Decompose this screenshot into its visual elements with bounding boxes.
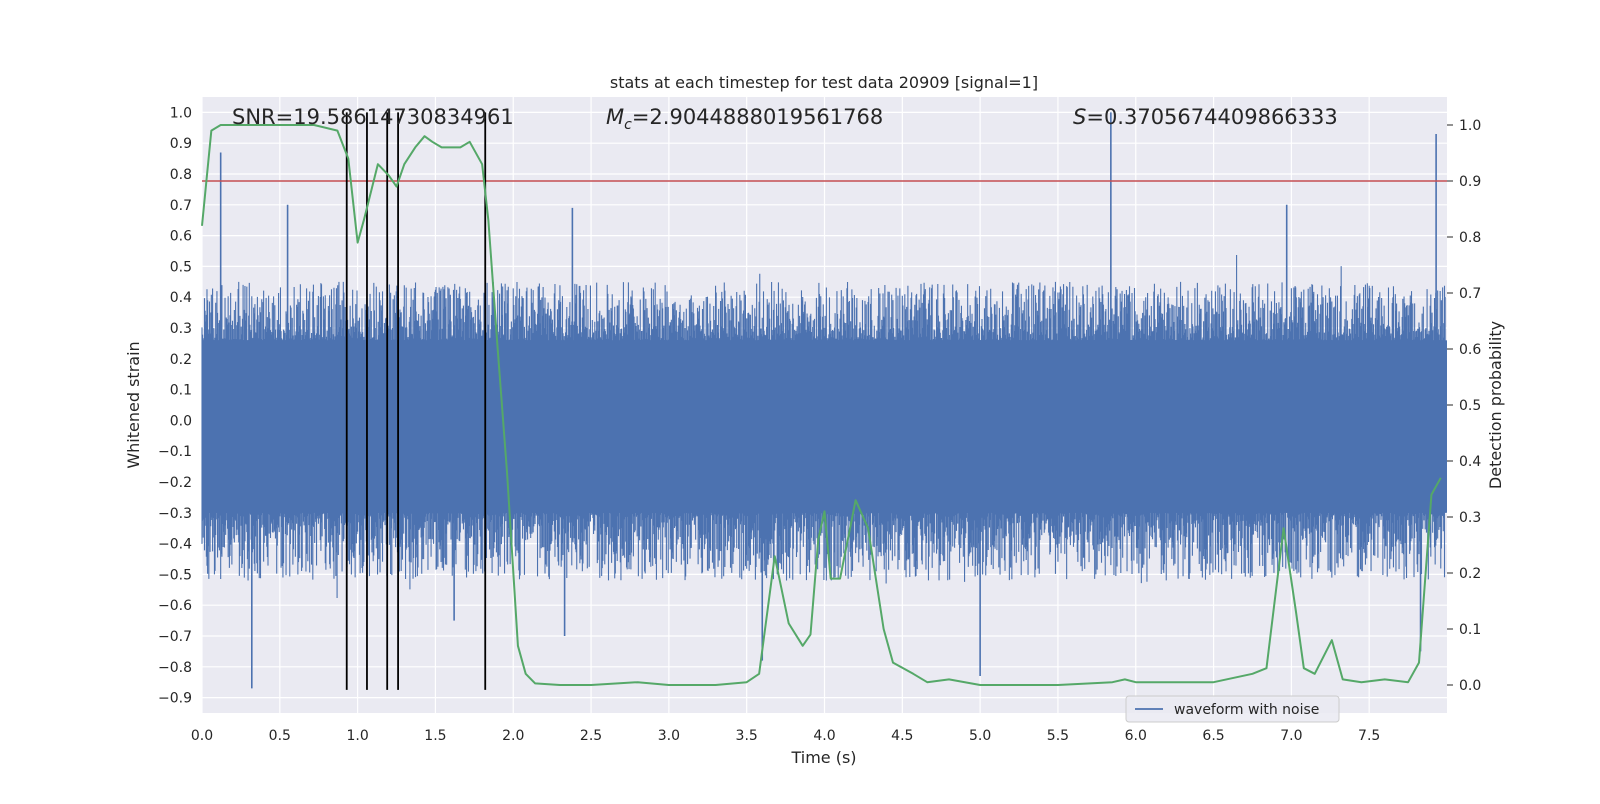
y-right-tick-labels: 1.0 0.9 0.8 0.7 0.6 0.5 0.4 0.3 0.2 0.1 0.0 bbox=[1447, 118, 1481, 694]
y-left-tick-label-12: −0.2 bbox=[158, 475, 192, 491]
y-left-tick-label-3: 0.7 bbox=[170, 198, 192, 214]
legend-box bbox=[1125, 695, 1340, 723]
y-left-tick-label-5: 0.5 bbox=[170, 259, 192, 275]
x-tick-label-7: 3.5 bbox=[736, 728, 758, 744]
waveform-core-band bbox=[202, 340, 1447, 513]
y-right-axis-label: Detection probability bbox=[1486, 321, 1505, 489]
x-tick-label-8: 4.0 bbox=[813, 728, 835, 744]
y-left-tick-label-18: −0.8 bbox=[158, 660, 192, 676]
y-left-tick-label-9: 0.1 bbox=[170, 383, 192, 399]
y-left-tick-label-7: 0.3 bbox=[170, 321, 192, 337]
y-right-tick-label-6: 0.4 bbox=[1459, 454, 1481, 470]
y-left-tick-label-11: −0.1 bbox=[158, 444, 192, 460]
y-left-tick-label-16: −0.6 bbox=[158, 598, 192, 614]
y-right-tick-label-9: 0.1 bbox=[1459, 622, 1481, 638]
x-tick-label-11: 5.5 bbox=[1047, 728, 1069, 744]
x-axis-label: Time (s) bbox=[790, 748, 856, 767]
legend-label-waveform: waveform with noise bbox=[1174, 702, 1319, 718]
y-left-tick-label-13: −0.3 bbox=[158, 506, 192, 522]
s-annotation: S=0.3705674409866333 bbox=[1073, 105, 1338, 129]
x-tick-label-14: 7.0 bbox=[1280, 728, 1302, 744]
s-value: =0.3705674409866333 bbox=[1086, 105, 1337, 129]
x-tick-label-3: 1.5 bbox=[424, 728, 446, 744]
x-tick-labels: 0.0 0.5 1.0 1.5 2.0 2.5 3.0 3.5 4.0 4.5 5.0 5.5 6.0 6… bbox=[191, 728, 1380, 744]
y-left-tick-label-19: −0.9 bbox=[158, 691, 192, 707]
series-detection-probability bbox=[201, 124, 1442, 686]
y-right-tick-label-2: 0.8 bbox=[1459, 230, 1481, 246]
y-right-tick-label-5: 0.5 bbox=[1459, 398, 1481, 414]
y-left-axis-label: Whitened strain bbox=[124, 341, 143, 468]
x-tick-label-15: 7.5 bbox=[1358, 728, 1380, 744]
series-waveform-with-noise bbox=[201, 112, 1447, 689]
y-left-tick-label-4: 0.6 bbox=[170, 229, 192, 245]
x-tick-label-2: 1.0 bbox=[346, 728, 368, 744]
y-left-tick-label-10: 0.0 bbox=[170, 413, 192, 429]
x-tick-label-9: 4.5 bbox=[891, 728, 913, 744]
y-left-tick-label-0: 1.0 bbox=[170, 105, 192, 121]
snr-annotation: SNR=19.58614730834961 bbox=[232, 105, 514, 129]
x-tick-label-4: 2.0 bbox=[502, 728, 524, 744]
chirp-mass-annotation: Mc=2.9044888019561768 bbox=[606, 105, 883, 133]
s-symbol: S bbox=[1073, 105, 1086, 129]
x-tick-label-1: 0.5 bbox=[269, 728, 291, 744]
y-left-tick-label-17: −0.7 bbox=[158, 629, 192, 645]
x-tick-label-13: 6.5 bbox=[1202, 728, 1224, 744]
probability-line bbox=[201, 124, 1442, 686]
y-right-tick-label-4: 0.6 bbox=[1459, 342, 1481, 358]
x-tick-label-6: 3.0 bbox=[658, 728, 680, 744]
y-left-tick-label-1: 0.9 bbox=[170, 136, 192, 152]
y-right-tick-label-3: 0.7 bbox=[1459, 286, 1481, 302]
y-left-tick-label-2: 0.8 bbox=[170, 167, 192, 183]
chart-title: stats at each timestep for test data 209… bbox=[610, 73, 1038, 92]
x-tick-label-0: 0.0 bbox=[191, 728, 213, 744]
x-tick-label-10: 5.0 bbox=[969, 728, 991, 744]
y-left-tick-label-6: 0.4 bbox=[170, 290, 192, 306]
chirp-mass-symbol: M bbox=[606, 105, 624, 129]
y-right-tick-label-7: 0.3 bbox=[1459, 510, 1481, 526]
chirp-mass-subscript: c bbox=[624, 117, 632, 133]
y-left-tick-label-8: 0.2 bbox=[170, 352, 192, 368]
chirp-mass-value: =2.9044888019561768 bbox=[632, 105, 883, 129]
y-right-tick-label-8: 0.2 bbox=[1459, 566, 1481, 582]
y-right-tick-label-10: 0.0 bbox=[1459, 678, 1481, 694]
legend: waveform with noise bbox=[1125, 695, 1340, 723]
y-right-tick-label-0: 1.0 bbox=[1459, 118, 1481, 134]
y-left-tick-label-14: −0.4 bbox=[158, 537, 192, 553]
y-left-tick-labels: 1.0 0.9 0.8 0.7 0.6 0.5 0.4 0.3 0.2 0.1 0.0 −0.1 −0.… bbox=[158, 105, 192, 706]
y-left-tick-label-15: −0.5 bbox=[158, 567, 192, 583]
x-tick-label-12: 6.0 bbox=[1125, 728, 1147, 744]
y-right-tick-label-1: 0.9 bbox=[1459, 174, 1481, 190]
x-tick-label-5: 2.5 bbox=[580, 728, 602, 744]
